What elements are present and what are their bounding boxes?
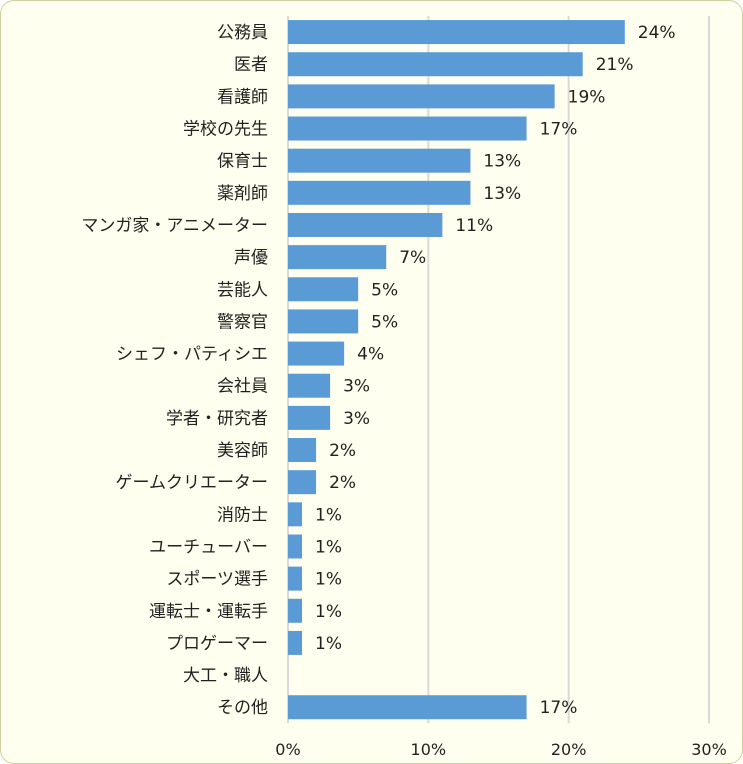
category-label-5: 薬剤師 (217, 184, 268, 204)
category-label-15: 消防士 (217, 505, 268, 525)
bar-8 (288, 277, 359, 302)
category-label-14: ゲームクリエーター (116, 473, 269, 493)
bar-1 (288, 52, 583, 77)
category-label-0: 公務員 (217, 23, 268, 43)
bar-0 (288, 20, 625, 45)
category-label-19: プロゲーマー (166, 634, 268, 654)
bar-4 (288, 148, 471, 173)
value-label-8: 5% (371, 280, 398, 300)
category-label-4: 保育士 (217, 152, 268, 172)
bar-17 (288, 566, 303, 591)
value-label-16: 1% (315, 537, 342, 557)
value-label-17: 1% (315, 570, 342, 590)
value-label-15: 1% (315, 505, 342, 525)
category-label-12: 学者・研究者 (166, 409, 268, 429)
category-label-1: 医者 (234, 55, 268, 75)
category-label-17: スポーツ選手 (166, 570, 268, 590)
x-tick-label-2: 20% (551, 740, 587, 759)
bar-3 (288, 116, 527, 141)
category-label-2: 看護師 (217, 87, 268, 107)
category-label-16: ユーチューバー (149, 537, 268, 557)
bar-12 (288, 405, 331, 430)
x-tick-label-3: 30% (691, 740, 727, 759)
x-tick-label-1: 10% (411, 740, 447, 759)
category-labels: 公務員医者看護師学校の先生保育士薬剤師マンガ家・アニメーター声優芸能人警察官シェ… (81, 23, 268, 718)
value-label-21: 17% (540, 698, 578, 718)
value-labels: 24%21%19%17%13%13%11%7%5%5%4%3%3%2%2%1%1… (315, 23, 676, 718)
value-label-14: 2% (329, 473, 356, 493)
category-label-10: シェフ・パティシエ (116, 345, 268, 365)
x-tick-label-0: 0% (275, 740, 300, 759)
value-label-9: 5% (371, 312, 398, 332)
bar-9 (288, 309, 359, 334)
bar-15 (288, 502, 303, 527)
category-label-9: 警察官 (217, 312, 268, 332)
bar-18 (288, 598, 303, 623)
category-label-6: マンガ家・アニメーター (81, 216, 268, 236)
category-label-13: 美容師 (217, 441, 268, 461)
x-axis-labels: 0% 10% 20% 30% (275, 740, 726, 759)
bar-11 (288, 373, 331, 398)
category-label-7: 声優 (234, 248, 268, 268)
bar-7 (288, 245, 387, 270)
value-label-18: 1% (315, 602, 342, 622)
value-label-3: 17% (540, 120, 578, 140)
bar-10 (288, 341, 345, 366)
value-label-12: 3% (343, 409, 370, 429)
value-label-1: 21% (596, 55, 634, 75)
bar-6 (288, 212, 443, 237)
category-label-20: 大工・職人 (183, 666, 268, 686)
value-label-10: 4% (357, 345, 384, 365)
value-label-11: 3% (343, 377, 370, 397)
value-label-5: 13% (483, 184, 521, 204)
bars (288, 20, 625, 720)
value-label-0: 24% (638, 23, 676, 43)
category-label-3: 学校の先生 (183, 120, 268, 140)
value-label-13: 2% (329, 441, 356, 461)
bar-2 (288, 84, 555, 109)
bar-5 (288, 180, 471, 205)
category-label-11: 会社員 (217, 377, 268, 397)
bar-21 (288, 695, 527, 720)
value-label-7: 7% (399, 248, 426, 268)
category-label-8: 芸能人 (217, 280, 268, 300)
category-label-21: その他 (217, 698, 268, 718)
bar-13 (288, 438, 317, 463)
bar-16 (288, 534, 303, 559)
category-label-18: 運転士・運転手 (149, 602, 268, 622)
bar-19 (288, 630, 303, 655)
bar-14 (288, 470, 317, 495)
value-label-2: 19% (568, 87, 606, 107)
value-label-19: 1% (315, 634, 342, 654)
value-label-6: 11% (455, 216, 493, 236)
value-label-4: 13% (483, 152, 521, 172)
